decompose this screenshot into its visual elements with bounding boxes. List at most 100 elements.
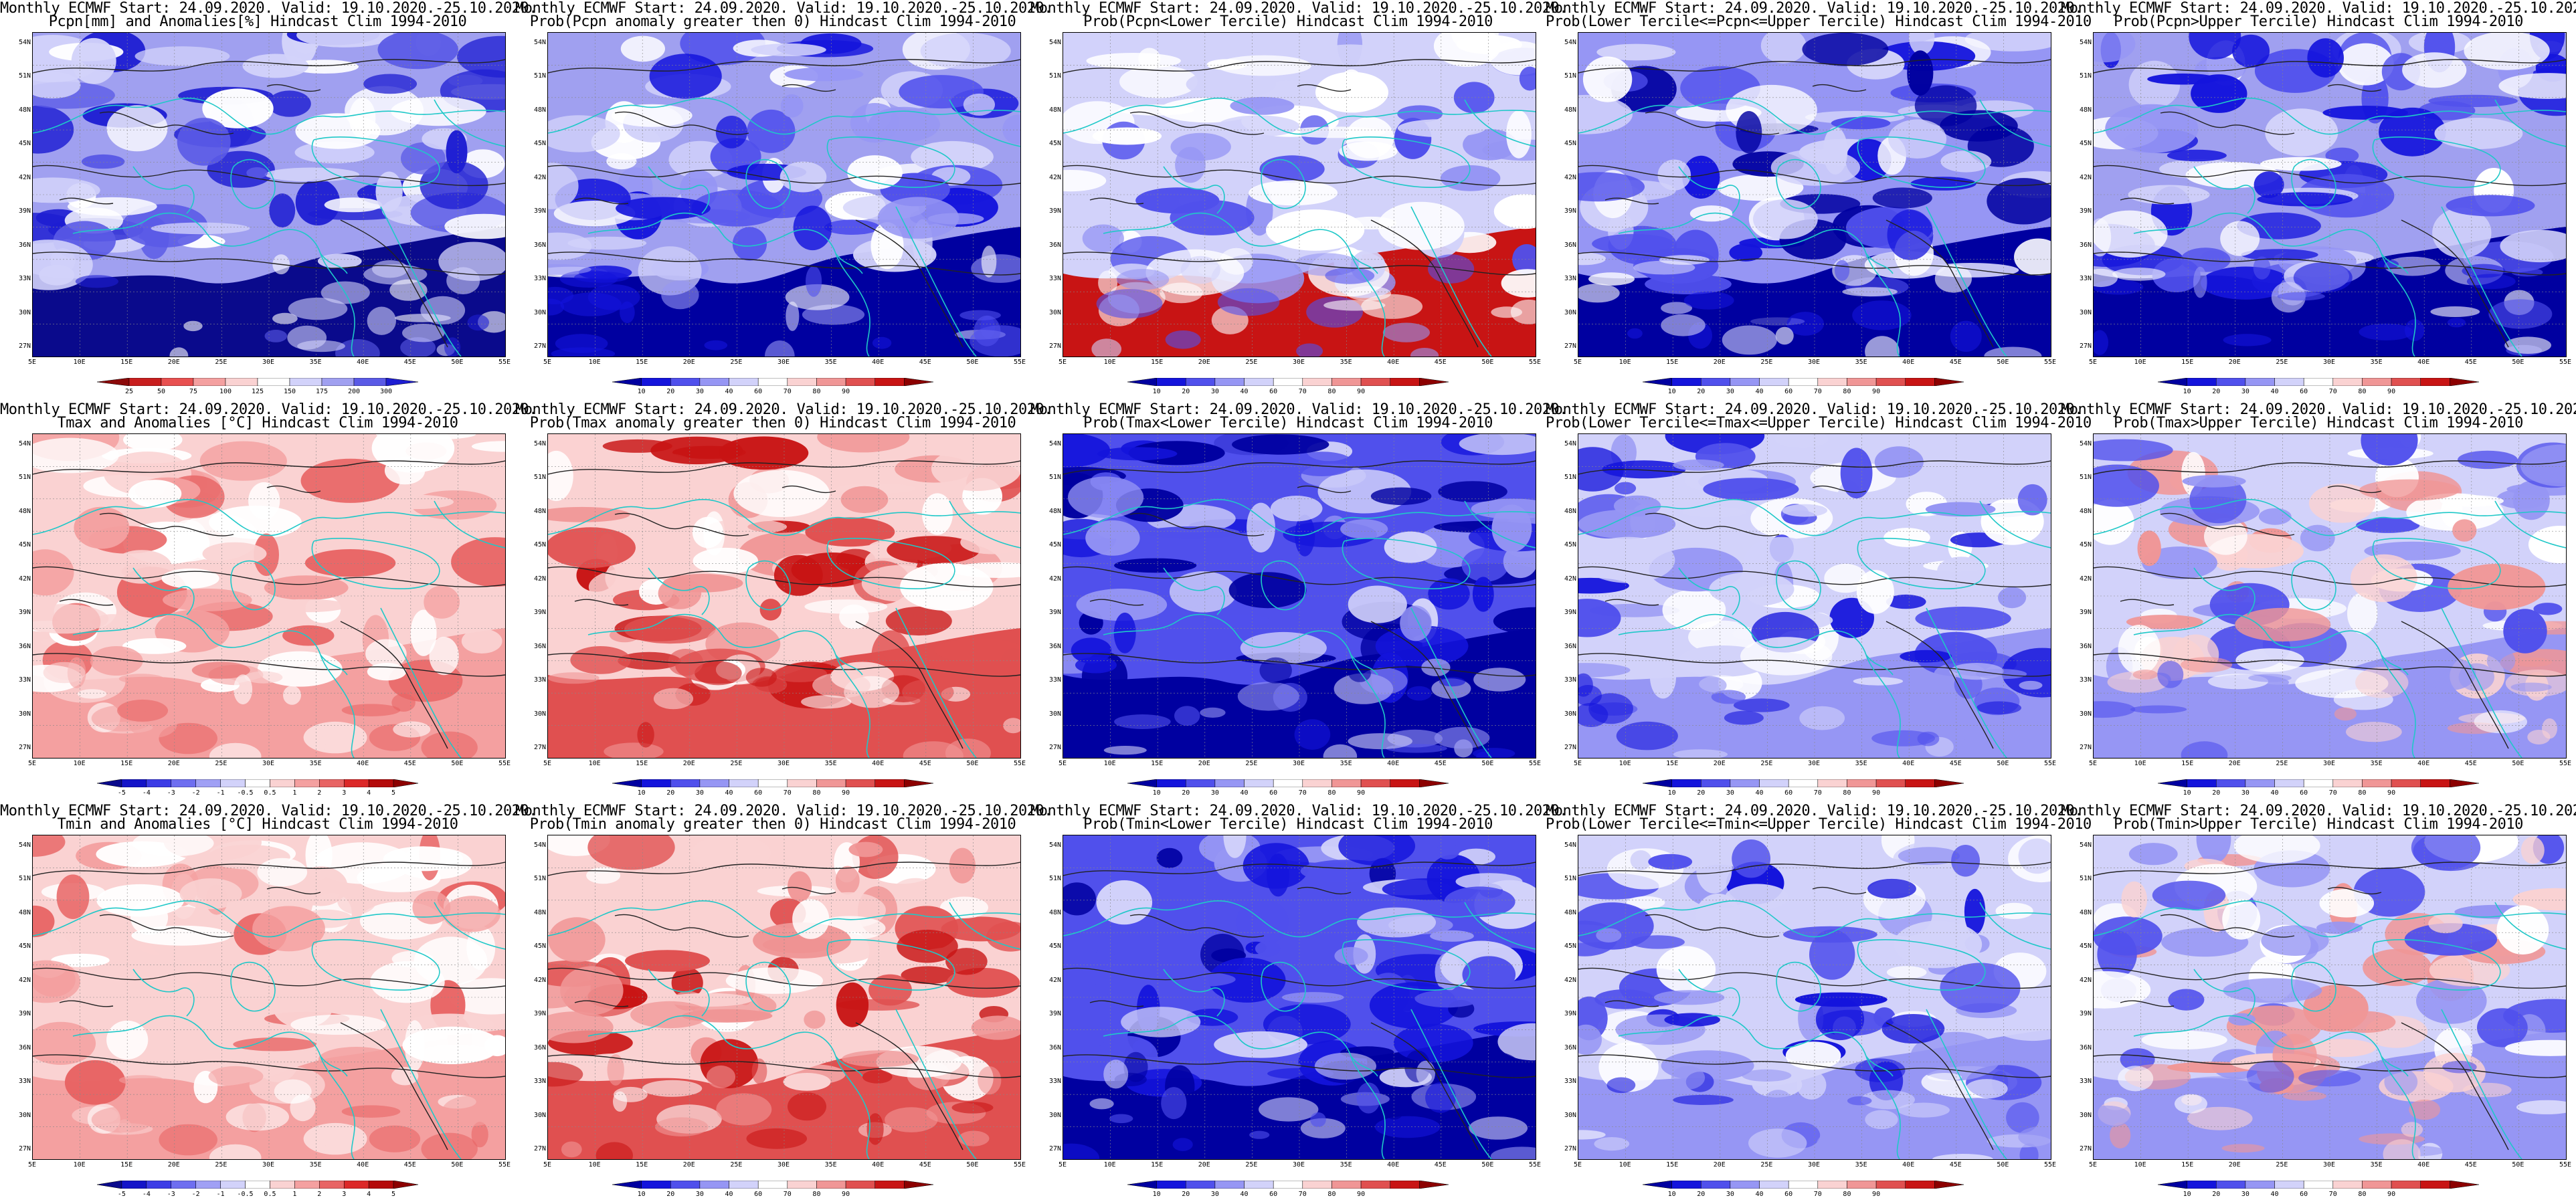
field-blob — [2384, 1068, 2418, 1096]
contour-line — [574, 1000, 629, 1007]
colorbar-label: 20 — [1182, 789, 1190, 797]
latitude-label: 36N — [1048, 642, 1061, 650]
panel-title-line2: Prob(Pcpn>Upper Tercile) Hindcast Clim 1… — [2114, 13, 2523, 30]
colorbar-label: 60 — [1269, 1191, 1278, 1198]
field-blob — [812, 672, 870, 698]
coastline — [648, 969, 710, 1017]
field-blob — [1289, 452, 1355, 476]
field-blob — [1165, 330, 1201, 349]
latitude-label: 42N — [1048, 173, 1061, 181]
colorbar-label: 90 — [1357, 1191, 1366, 1198]
latitude-label: 39N — [533, 1010, 546, 1018]
field-blob — [410, 609, 437, 656]
field-blob — [709, 727, 725, 753]
colorbar-segment — [2420, 378, 2450, 386]
field-blob — [1161, 1087, 1187, 1120]
colorbar-label: 60 — [1269, 388, 1278, 395]
field-blob — [1217, 288, 1280, 316]
field-blob — [442, 694, 500, 725]
coastline — [72, 212, 355, 357]
field-blob — [922, 493, 953, 535]
field-blob — [548, 917, 606, 963]
field-blob — [1734, 302, 1792, 332]
field-blob — [1898, 1102, 1950, 1118]
latitude-label: 33N — [18, 275, 31, 283]
field-blob — [1673, 1094, 1734, 1105]
colorbar-segment — [1817, 779, 1847, 787]
field-blob — [91, 1106, 154, 1133]
field-blob — [2191, 74, 2247, 113]
colorbar-segment — [641, 1181, 671, 1189]
field-blob — [2265, 108, 2338, 157]
field-blob — [2260, 157, 2342, 171]
contour-line — [1129, 111, 1265, 135]
field-blob — [1654, 990, 1725, 1005]
colorbar-label: 1 — [292, 1191, 297, 1198]
field-blob — [2355, 667, 2409, 698]
colorbar-segment — [1419, 378, 1449, 386]
colorbar-segment — [2391, 779, 2421, 787]
field-blob — [1984, 346, 2042, 357]
field-blob — [1259, 155, 1325, 183]
field-blob — [1578, 172, 1645, 202]
field-blob — [1086, 53, 1181, 69]
panel-title-line1: Monthly ECMWF Start: 24.09.2020. Valid: … — [515, 803, 1052, 819]
longitude-label: 20E — [2228, 1161, 2241, 1169]
latitude-label: 51N — [533, 474, 546, 482]
coastline — [132, 166, 195, 214]
contour-line — [1885, 621, 1994, 749]
field-blob — [868, 974, 912, 1006]
contour-line — [59, 599, 114, 606]
coastline — [1857, 538, 1986, 589]
latitude-label: 27N — [18, 744, 31, 751]
longitude-label: 20E — [167, 359, 180, 366]
field-blob — [43, 662, 86, 684]
latitude-label: 51N — [1048, 474, 1061, 482]
field-blob — [304, 549, 396, 577]
field-blob — [586, 867, 621, 884]
colorbar-segment — [319, 779, 345, 787]
coastline — [745, 560, 791, 611]
colorbar-label: 20 — [1697, 388, 1706, 395]
latitude-label: 48N — [18, 106, 31, 114]
colorbar-segment — [289, 378, 323, 386]
latitude-label: 27N — [533, 1145, 546, 1152]
field-blob — [122, 638, 187, 654]
colorbar-label: 5 — [391, 1191, 396, 1198]
field-blob — [2128, 843, 2178, 866]
field-blob — [424, 585, 460, 619]
latitude-label: 30N — [2079, 1111, 2092, 1119]
longitude-label: 20E — [1198, 359, 1210, 366]
coastline — [434, 99, 505, 147]
field-blob — [2504, 1039, 2566, 1056]
field-blob — [412, 890, 451, 924]
field-blob — [257, 858, 308, 887]
colorbar-segment — [641, 378, 671, 386]
colorbar-segment — [875, 779, 905, 787]
contour-line — [1885, 219, 1994, 348]
field-blob — [785, 1064, 846, 1084]
field-blob — [457, 35, 505, 78]
coastline — [33, 98, 505, 135]
map-svg — [33, 434, 505, 758]
latitude-label: 51N — [533, 875, 546, 883]
longitude-label: 10E — [1619, 1161, 1631, 1169]
coastline — [1261, 560, 1306, 611]
colorbar-segment — [1331, 378, 1362, 386]
colorbar-label: 60 — [754, 388, 763, 395]
latitude-label: 48N — [2079, 908, 2092, 916]
latitude-label: 33N — [2079, 1078, 2092, 1086]
latitude-label: 45N — [533, 541, 546, 549]
field-blob — [1386, 1106, 1403, 1120]
colorbar-segment — [353, 378, 387, 386]
field-blob — [788, 1092, 826, 1121]
colorbar-segment — [904, 378, 933, 386]
field-blob — [548, 264, 591, 275]
field-blob — [384, 456, 426, 485]
colorbar-label: 80 — [1327, 789, 1336, 797]
field-blob — [1103, 1060, 1129, 1089]
colorbar — [612, 1181, 933, 1189]
panel-title-line2: Prob(Tmax<Lower Tercile) Hindcast Clim 1… — [1083, 415, 1493, 431]
field-blob — [1774, 434, 1829, 449]
longitude-label: 20E — [1198, 1161, 1210, 1169]
